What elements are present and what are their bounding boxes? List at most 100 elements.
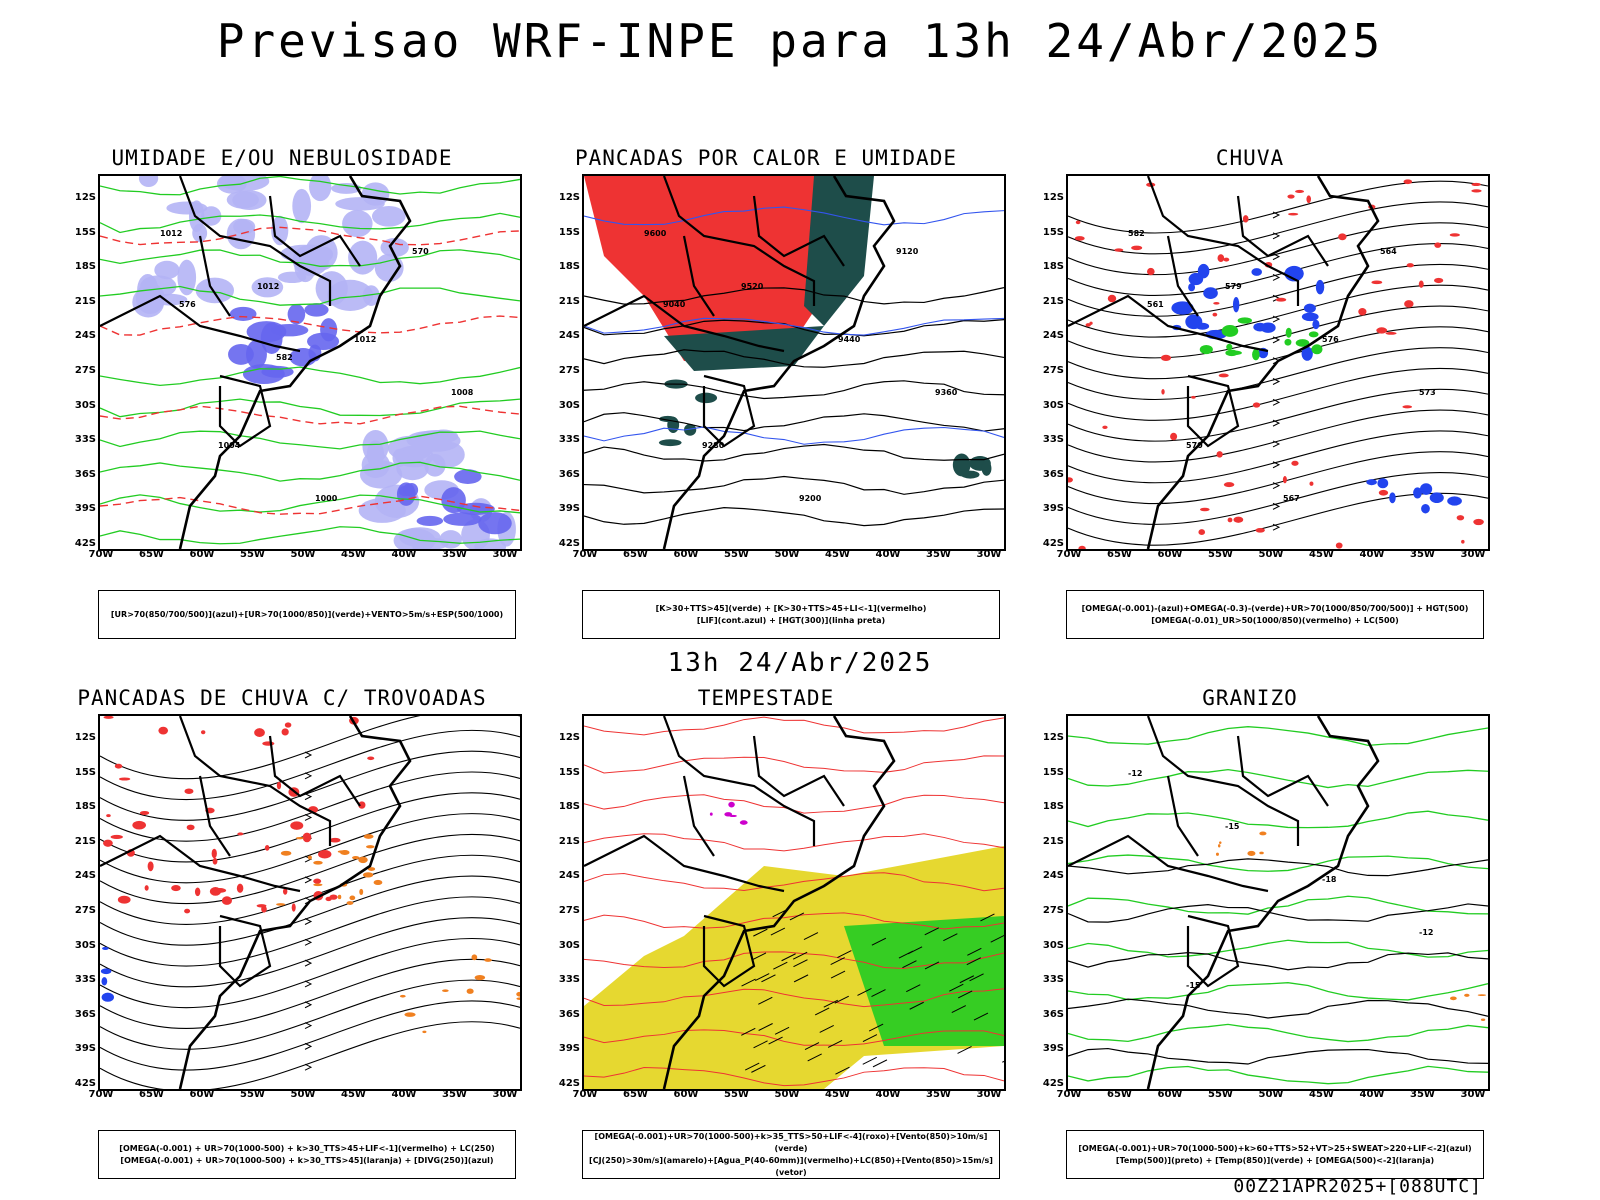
wind-vector	[909, 1001, 924, 1010]
shaded-area	[132, 820, 146, 830]
shaded-area	[1223, 482, 1235, 488]
shaded-area	[1366, 479, 1377, 486]
shaded-area	[171, 884, 181, 892]
lat-tick-label: 21S	[558, 295, 580, 307]
shaded-area	[1335, 542, 1343, 549]
lat-tick-label: 36S	[1042, 468, 1064, 480]
lat-tick-label: 39S	[74, 503, 96, 515]
streamline	[1068, 305, 1488, 359]
lat-tick-label: 33S	[74, 434, 96, 446]
wind-vector	[751, 952, 767, 961]
lat-tick-label: 42S	[74, 538, 96, 549]
shaded-area	[1078, 545, 1086, 549]
contour-line	[100, 398, 520, 418]
lat-tick-label: 18S	[1042, 261, 1064, 273]
contour-line	[1068, 768, 1488, 789]
shaded-area	[329, 837, 341, 843]
streamline-arrow	[1272, 482, 1281, 490]
wind-vector	[990, 934, 1004, 943]
lat-tick-label: 24S	[74, 330, 96, 342]
shaded-area	[1301, 346, 1313, 361]
lat-tick-label: 15S	[558, 766, 580, 778]
contour-label: 9280	[702, 441, 725, 450]
lat-tick-label: 30S	[558, 399, 580, 411]
streamline	[1068, 201, 1488, 255]
shaded-area	[233, 218, 256, 235]
contour-label: 1000	[315, 494, 338, 503]
lat-tick-label: 12S	[74, 732, 96, 743]
wind-vector	[924, 927, 939, 936]
panel-tempestade: TEMPESTADE [OMEGA(-0.001)+UR>70(1000-500…	[546, 686, 1006, 1179]
streamline-arrow	[1272, 419, 1281, 427]
lon-tick-label: 35W	[1410, 1089, 1435, 1100]
shaded-area	[1255, 527, 1265, 533]
lon-tick-label: 55W	[1208, 549, 1233, 560]
contour-line	[1068, 1065, 1488, 1085]
wind-vector	[959, 975, 975, 984]
panel-title: UMIDADE E/OU NEBULOSIDADE	[111, 146, 453, 170]
streamline-arrow	[304, 938, 313, 946]
shaded-area	[211, 848, 217, 859]
lat-tick-label: 18S	[74, 261, 96, 273]
shaded-area	[1385, 331, 1397, 335]
contour-label: 1012	[354, 335, 376, 344]
lat-tick-label: 24S	[558, 870, 580, 882]
contour-line	[100, 405, 520, 425]
lat-tick-label: 36S	[558, 468, 580, 480]
streamline-arrow	[304, 918, 313, 925]
shaded-area	[346, 901, 354, 905]
shaded-area	[307, 855, 312, 860]
lon-tick-label: 70W	[1056, 1089, 1082, 1100]
panel-title: PANCADAS POR CALOR E UMIDADE	[574, 146, 957, 170]
lat-tick-label: 24S	[558, 330, 580, 342]
lat-tick-label: 12S	[558, 732, 580, 743]
contour-label: 582	[1128, 229, 1145, 238]
shaded-area	[103, 839, 113, 847]
contour-line	[100, 461, 520, 482]
border-line	[100, 294, 301, 353]
wind-vector	[758, 996, 773, 1005]
lat-tick-label: 36S	[558, 1008, 580, 1020]
streamline	[1068, 388, 1488, 442]
wind-vector	[980, 913, 995, 922]
shaded-area	[1195, 322, 1210, 330]
shaded-area	[335, 197, 385, 211]
contour-line	[584, 412, 1004, 432]
contour-line	[584, 507, 1004, 527]
wind-vector	[957, 990, 973, 999]
shaded-area	[363, 834, 374, 839]
border-line	[662, 716, 816, 846]
lat-tick-label: 33S	[74, 974, 96, 986]
legend-line-1: [K>30+TTS>45](verde) + [K>30+TTS>45+LI<-…	[655, 603, 927, 613]
wind-vector	[793, 974, 809, 983]
shaded-area	[1418, 280, 1424, 288]
shaded-area	[1402, 405, 1413, 409]
contour-line	[1068, 952, 1488, 971]
shaded-area	[1215, 852, 1219, 856]
shaded-area	[380, 238, 409, 258]
map	[98, 714, 522, 1091]
legend-line-1: [OMEGA(-0.001)+UR>70(1000-500)+k>60+TTS>…	[1078, 1143, 1472, 1153]
shaded-area	[1252, 402, 1261, 408]
shaded-area	[1301, 312, 1319, 322]
lon-tick-label: 65W	[139, 549, 164, 560]
shaded-area	[313, 860, 323, 865]
shaded-area	[367, 867, 376, 871]
streamline-arrow	[304, 1001, 313, 1009]
streamline	[1068, 472, 1488, 525]
shaded-area	[340, 849, 350, 855]
wind-vector	[792, 951, 808, 960]
shaded-area	[1477, 994, 1487, 997]
wind-vector	[871, 937, 887, 946]
legend: [OMEGA(-0.001)-(azul)+OMEGA(-0.3)-(verde…	[1066, 590, 1484, 639]
shaded-area	[709, 812, 713, 816]
shaded-area	[1232, 296, 1240, 313]
shaded-area	[1420, 483, 1433, 495]
shaded-area	[1259, 851, 1264, 855]
shaded-area	[1311, 344, 1323, 355]
wind-vector	[967, 947, 982, 956]
wind-vector	[949, 983, 964, 992]
lon-tick-label: 35W	[926, 549, 951, 560]
border-line	[100, 834, 301, 893]
shaded-area	[1102, 425, 1108, 429]
